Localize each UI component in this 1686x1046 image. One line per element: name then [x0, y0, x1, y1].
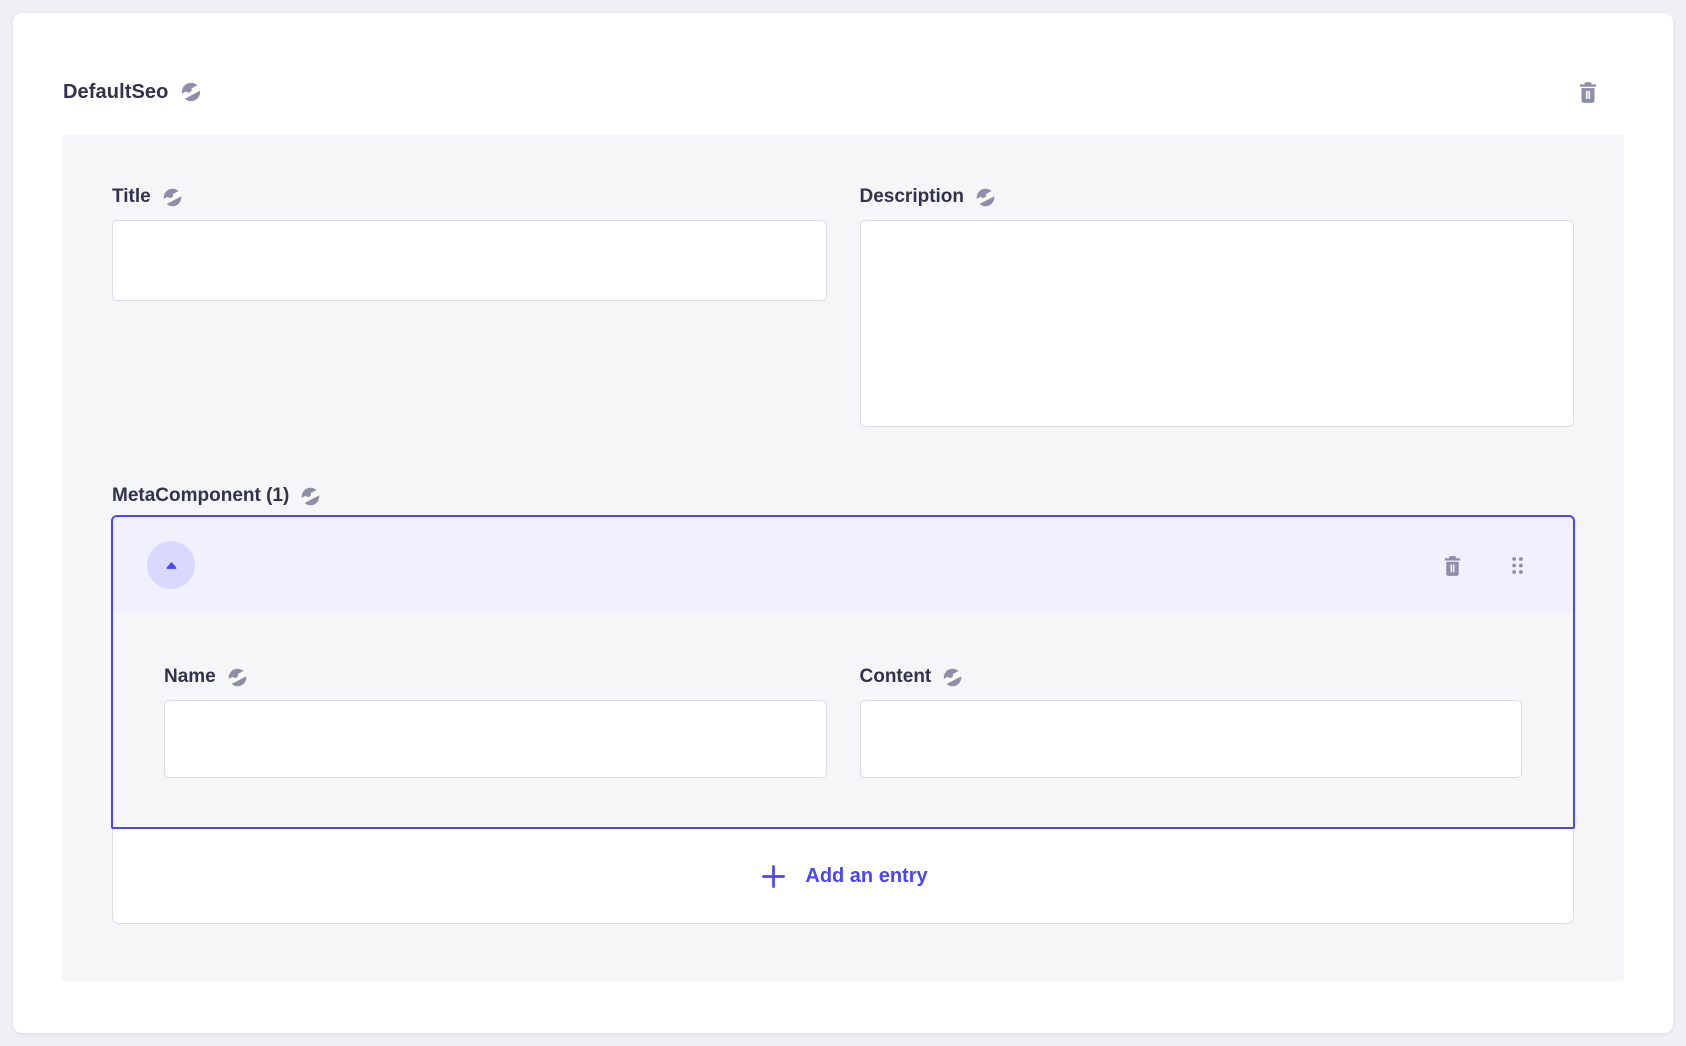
component-fields-panel: Title Description: [62, 135, 1624, 981]
globe-icon: [226, 667, 248, 688]
meta-component-section: MetaComponent (1): [111, 484, 1575, 924]
trash-icon: [1575, 79, 1601, 105]
title-field-label: Title: [112, 185, 827, 209]
add-entry-row: Add an entry: [113, 829, 1573, 923]
repeatable-component-list: Name: [111, 515, 1575, 924]
name-field-label: Name: [164, 665, 827, 689]
delete-component-button[interactable]: [1573, 77, 1603, 107]
entry-fields-row: Name: [164, 665, 1522, 778]
collapse-entry-button[interactable]: [147, 541, 195, 589]
globe-icon: [161, 187, 183, 208]
description-field-label: Description: [860, 185, 1575, 209]
content-label-text: Content: [859, 666, 932, 687]
fields-row: Title Description: [112, 185, 1574, 427]
description-label-text: Description: [859, 186, 965, 207]
plus-icon: [758, 861, 789, 892]
entry-actions: [1438, 550, 1533, 581]
field-title: Title: [112, 185, 827, 301]
title-label-text: Title: [112, 186, 151, 207]
trash-icon: [1440, 553, 1465, 578]
globe-icon: [942, 667, 964, 688]
component-card-header: DefaultSeo: [63, 77, 1603, 107]
component-entry-header[interactable]: [113, 517, 1573, 613]
content-field-label: Content: [860, 665, 1523, 689]
component-title-wrap: DefaultSeo: [63, 80, 203, 104]
meta-component-label-text: MetaComponent (1): [112, 485, 290, 506]
field-name: Name: [164, 665, 827, 778]
add-entry-label: Add an entry: [805, 864, 928, 887]
component-entry: Name: [111, 515, 1575, 829]
description-textarea[interactable]: [859, 220, 1574, 427]
field-content: Content: [859, 665, 1523, 778]
component-entry-body: Name: [113, 613, 1573, 827]
field-description: Description: [859, 185, 1575, 427]
title-input[interactable]: [112, 220, 827, 301]
meta-component-label: MetaComponent (1): [112, 484, 1574, 508]
content-input[interactable]: [859, 700, 1522, 778]
component-card: DefaultSeo: [13, 13, 1673, 1033]
globe-icon: [975, 187, 997, 208]
globe-icon: [300, 486, 322, 507]
name-input[interactable]: [164, 700, 827, 778]
component-title: DefaultSeo: [63, 80, 169, 103]
drag-handle-icon: [1504, 552, 1531, 579]
drag-entry-handle[interactable]: [1502, 550, 1533, 581]
chevron-up-icon: [162, 556, 181, 575]
add-entry-button[interactable]: Add an entry: [758, 861, 928, 892]
delete-entry-button[interactable]: [1438, 551, 1467, 580]
name-label-text: Name: [164, 666, 216, 687]
globe-icon: [180, 81, 203, 103]
